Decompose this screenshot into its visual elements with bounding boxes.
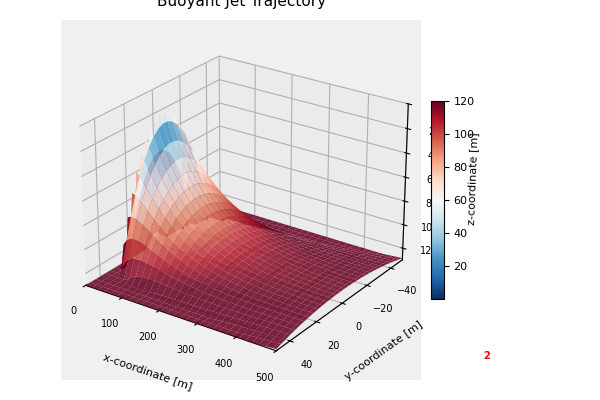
Y-axis label: y-coordinate [m]: y-coordinate [m] [343, 319, 425, 382]
Text: 2: 2 [483, 351, 490, 361]
Text: Dredging: Dredging [492, 354, 557, 367]
Title: Buoyant Jet Trajectory: Buoyant Jet Trajectory [157, 0, 326, 9]
Text: solutions adding value: solutions adding value [470, 376, 556, 384]
Text: in: in [461, 354, 473, 367]
X-axis label: x-coordinate [m]: x-coordinate [m] [102, 352, 193, 391]
